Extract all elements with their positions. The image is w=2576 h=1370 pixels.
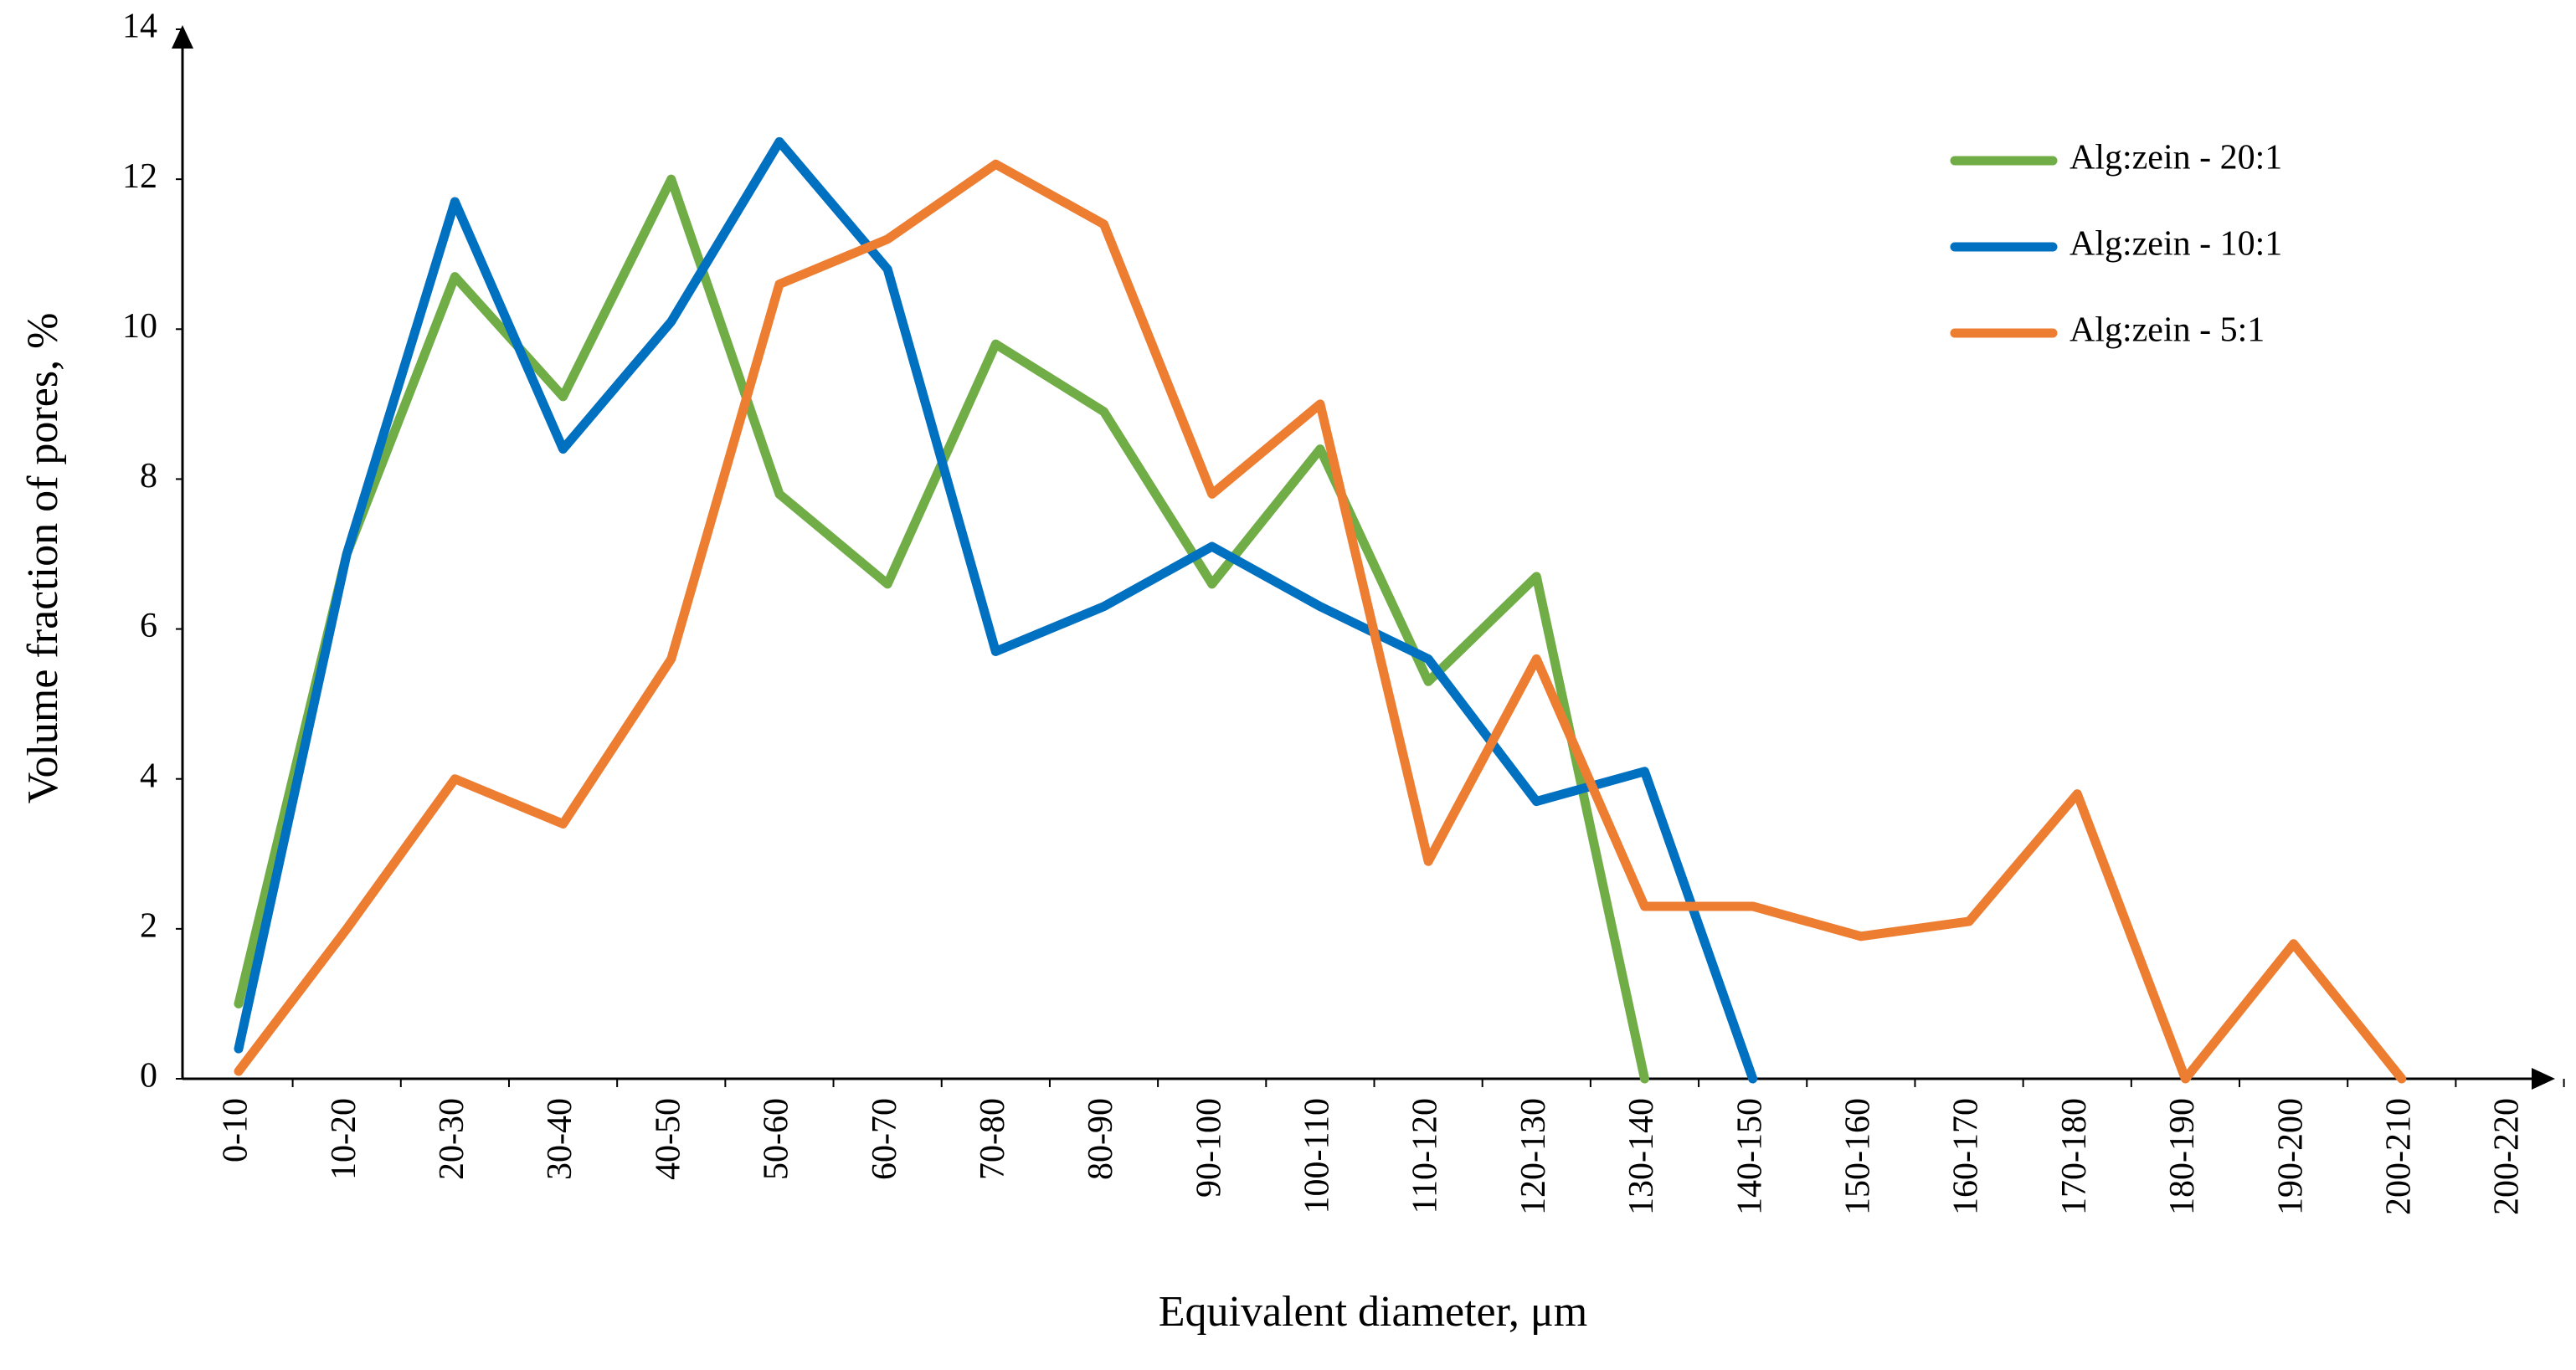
y-tick-label: 14: [122, 8, 157, 46]
series-line: [234, 159, 2407, 1084]
x-axis-title: Equivalent diameter, μm: [1159, 1288, 1587, 1336]
x-tick-label: 20-30: [433, 1098, 471, 1180]
x-tick-label: 190-200: [2271, 1098, 2310, 1215]
y-tick-label: 0: [140, 1057, 157, 1095]
x-tick-label: 0-10: [217, 1098, 255, 1162]
legend-label: Alg:zein - 20:1: [2070, 139, 2282, 177]
x-tick-label: 170-180: [2055, 1098, 2094, 1215]
legend-label: Alg:zein - 5:1: [2070, 311, 2265, 350]
x-tick-label: 10-20: [325, 1098, 363, 1180]
x-tick-label: 120-130: [1514, 1098, 1553, 1215]
x-tick-label: 140-150: [1730, 1098, 1769, 1215]
x-tick-label: 160-170: [1947, 1098, 1986, 1215]
x-tick-label: 40-50: [649, 1098, 687, 1180]
series-line: [234, 136, 1758, 1084]
x-tick-label: 80-90: [1082, 1098, 1120, 1180]
x-tick-label: 130-140: [1622, 1098, 1661, 1215]
y-tick-label: 6: [140, 607, 157, 645]
legend-label: Alg:zein - 10:1: [2070, 225, 2282, 264]
x-tick-label: 150-160: [1838, 1098, 1877, 1215]
y-tick-label: 12: [122, 157, 157, 196]
y-tick-label: 8: [140, 457, 157, 495]
x-axis-arrow: [2532, 1068, 2555, 1090]
y-tick-label: 4: [140, 757, 157, 795]
x-tick-label: 60-70: [866, 1098, 904, 1180]
x-tick-label: 180-190: [2163, 1098, 2202, 1215]
x-tick-label: 90-100: [1190, 1098, 1228, 1198]
y-tick-label: 2: [140, 906, 157, 945]
x-tick-label: 200-220: [2488, 1098, 2527, 1215]
x-tick-label: 110-120: [1406, 1098, 1445, 1214]
x-tick-label: 50-60: [758, 1098, 796, 1180]
x-tick-label: 70-80: [974, 1098, 1012, 1180]
x-tick-label: 100-110: [1298, 1098, 1337, 1214]
y-axis-title: Volume fraction of pores, %: [19, 313, 67, 804]
y-tick-label: 10: [122, 307, 157, 346]
x-tick-label: 200-210: [2379, 1098, 2418, 1215]
x-tick-label: 30-40: [541, 1098, 579, 1180]
y-axis-arrow: [172, 25, 193, 49]
